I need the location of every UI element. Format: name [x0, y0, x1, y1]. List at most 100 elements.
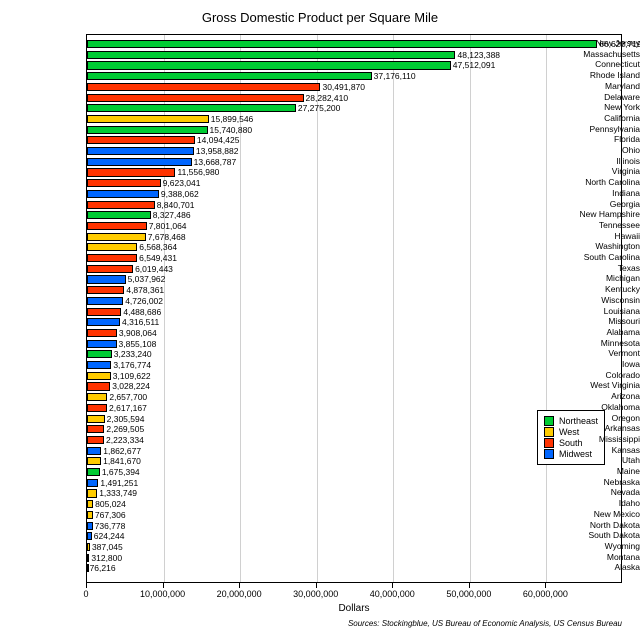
bar [87, 51, 455, 59]
bar [87, 511, 93, 519]
bar [87, 72, 372, 80]
y-label: Virginia [558, 167, 640, 176]
y-label: Michigan [558, 274, 640, 283]
bar [87, 201, 155, 209]
bar [87, 115, 209, 123]
y-label: Florida [558, 135, 640, 144]
bar [87, 190, 159, 198]
bar [87, 168, 175, 176]
x-tick-label: 40,000,000 [362, 589, 422, 599]
x-tick [316, 583, 317, 588]
bar-value-label: 14,094,425 [197, 135, 240, 145]
bar [87, 554, 89, 562]
bar-value-label: 2,269,505 [106, 424, 144, 434]
y-label: Kentucky [558, 285, 640, 294]
bar-value-label: 1,333,749 [99, 488, 137, 498]
bar-value-label: 7,801,064 [149, 221, 187, 231]
bar-value-label: 5,037,962 [128, 274, 166, 284]
bar-value-label: 30,491,870 [322, 82, 365, 92]
bar-value-label: 27,275,200 [298, 103, 341, 113]
y-label: Nevada [558, 488, 640, 497]
bar-value-label: 13,668,787 [194, 157, 237, 167]
bar [87, 275, 126, 283]
bar-value-label: 6,019,443 [135, 264, 173, 274]
gridline [317, 35, 318, 582]
bar-value-label: 28,282,410 [306, 93, 349, 103]
bar-value-label: 47,512,091 [453, 60, 496, 70]
bar [87, 425, 104, 433]
y-label: South Carolina [558, 253, 640, 262]
gridline [393, 35, 394, 582]
bar-value-label: 3,028,224 [112, 381, 150, 391]
x-tick-label: 20,000,000 [209, 589, 269, 599]
bar-value-label: 37,176,110 [374, 71, 416, 81]
y-label: Massachusetts [558, 50, 640, 59]
y-label: Vermont [558, 349, 640, 358]
y-label: Delaware [558, 93, 640, 102]
bar [87, 243, 137, 251]
bar [87, 254, 137, 262]
bar-value-label: 76,216 [90, 563, 116, 573]
bar-value-label: 11,556,980 [177, 167, 219, 177]
x-tick [545, 583, 546, 588]
bar-value-label: 2,617,167 [109, 403, 147, 413]
bar-value-label: 624,244 [94, 531, 125, 541]
bar [87, 393, 107, 401]
bar [87, 447, 101, 455]
y-label: Maryland [558, 82, 640, 91]
bar-value-label: 3,176,774 [113, 360, 151, 370]
y-label: Oklahoma [558, 403, 640, 412]
y-label: Louisiana [558, 307, 640, 316]
bar-value-label: 1,862,677 [103, 446, 141, 456]
x-tick-label: 30,000,000 [286, 589, 346, 599]
legend-swatch [544, 449, 554, 459]
bar-value-label: 4,316,511 [122, 317, 159, 327]
y-label: Ohio [558, 146, 640, 155]
bar [87, 179, 161, 187]
bar [87, 543, 90, 551]
bar-value-label: 1,841,670 [103, 456, 141, 466]
x-tick [392, 583, 393, 588]
bar [87, 404, 107, 412]
y-label: California [558, 114, 640, 123]
bar-value-label: 4,878,361 [126, 285, 164, 295]
bar [87, 40, 597, 48]
y-label: Hawaii [558, 232, 640, 241]
bar-value-label: 15,740,880 [210, 125, 253, 135]
y-label: Mississippi [558, 435, 640, 444]
x-tick-label: 50,000,000 [439, 589, 499, 599]
y-label: Georgia [558, 200, 640, 209]
bar [87, 61, 451, 69]
legend-swatch [544, 427, 554, 437]
bar-value-label: 767,306 [95, 510, 126, 520]
bar-value-label: 1,675,394 [102, 467, 140, 477]
bar-value-label: 66,622,719 [599, 39, 640, 49]
bar [87, 479, 98, 487]
bar [87, 104, 296, 112]
bar-value-label: 4,726,002 [125, 296, 163, 306]
bar [87, 500, 93, 508]
bar [87, 361, 111, 369]
y-label: Wisconsin [558, 296, 640, 305]
bar [87, 532, 92, 540]
bar [87, 286, 124, 294]
y-label: Washington [558, 242, 640, 251]
bar [87, 147, 194, 155]
bar [87, 382, 110, 390]
y-label: Kansas [558, 446, 640, 455]
y-label: North Dakota [558, 521, 640, 530]
bar-value-label: 4,488,686 [123, 307, 161, 317]
y-label: Arizona [558, 392, 640, 401]
bar [87, 350, 112, 358]
bar-value-label: 805,024 [95, 499, 126, 509]
y-label: Colorado [558, 371, 640, 380]
y-label: North Carolina [558, 178, 640, 187]
bar [87, 233, 146, 241]
bar [87, 265, 133, 273]
y-label: Illinois [558, 157, 640, 166]
y-label: Rhode Island [558, 71, 640, 80]
legend-swatch [544, 416, 554, 426]
y-label: Minnesota [558, 339, 640, 348]
y-label: Montana [558, 553, 640, 562]
bar-value-label: 3,855,108 [119, 339, 157, 349]
